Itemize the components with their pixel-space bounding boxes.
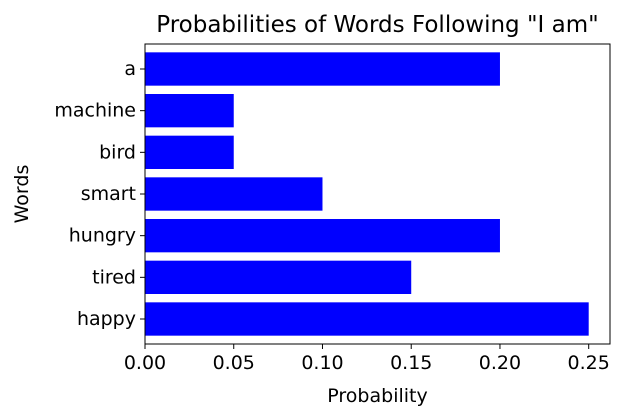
x-tick-label: 0.15 bbox=[390, 352, 432, 374]
bar-hungry bbox=[145, 219, 500, 253]
y-tick-label: machine bbox=[54, 100, 136, 122]
y-tick-label: bird bbox=[99, 141, 136, 163]
bar-a bbox=[145, 52, 500, 86]
x-tick-label: 0.05 bbox=[213, 352, 255, 374]
bar-bird bbox=[145, 135, 234, 169]
bars-layer bbox=[145, 52, 589, 336]
y-axis-ticks: happy tired hungry smart bird machine a bbox=[54, 58, 145, 330]
bar-happy bbox=[145, 302, 589, 336]
y-tick-label: tired bbox=[92, 266, 136, 288]
x-tick-label: 0.25 bbox=[568, 352, 610, 374]
bar-smart bbox=[145, 177, 323, 211]
y-tick-label: happy bbox=[77, 308, 136, 330]
x-tick-label: 0.00 bbox=[124, 352, 166, 374]
chart-title: Probabilities of Words Following "I am" bbox=[156, 12, 598, 38]
bar-tired bbox=[145, 260, 412, 294]
y-tick-label: smart bbox=[81, 183, 136, 205]
x-axis-ticks: 0.00 0.05 0.10 0.15 0.20 0.25 bbox=[124, 344, 610, 374]
y-tick-label: a bbox=[124, 58, 136, 80]
y-tick-label: hungry bbox=[69, 225, 136, 247]
bar-machine bbox=[145, 94, 234, 128]
x-axis-label: Probability bbox=[327, 385, 427, 407]
x-tick-label: 0.10 bbox=[301, 352, 343, 374]
x-tick-label: 0.20 bbox=[479, 352, 521, 374]
y-axis-label: Words bbox=[11, 165, 33, 224]
